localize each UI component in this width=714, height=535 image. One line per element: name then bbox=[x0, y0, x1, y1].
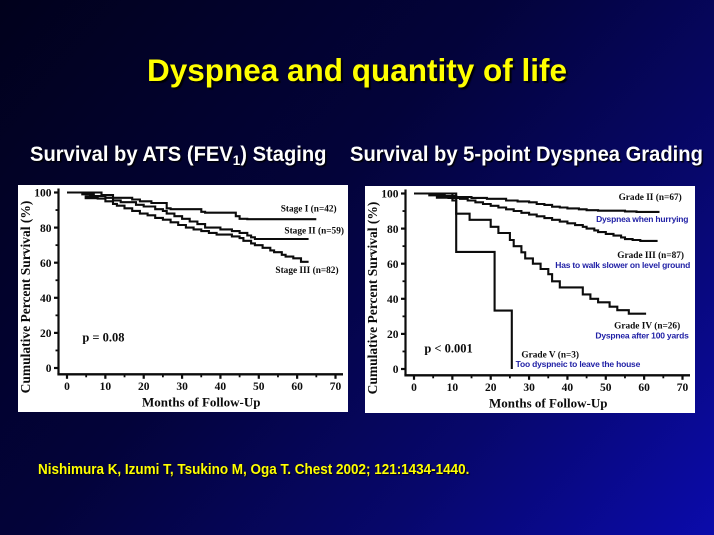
x-tick-label: 50 bbox=[253, 381, 265, 393]
x-tick-label: 20 bbox=[138, 381, 150, 393]
x-tick-label: 60 bbox=[291, 381, 303, 393]
series-label: Grade IV (n=26) bbox=[614, 320, 680, 331]
y-tick-label: 80 bbox=[387, 224, 399, 236]
y-tick-label: 60 bbox=[40, 258, 52, 270]
survival-chart-ats-staging: 0 20 40 60 80 100 0 10 20 30 40 50 60 70 Months of Fol… bbox=[18, 185, 348, 412]
x-tick-label: 70 bbox=[677, 382, 689, 394]
y-axis-title: Cumulative Percent Survival (%) bbox=[365, 202, 380, 395]
x-tick-label: 50 bbox=[600, 382, 612, 394]
series-curve bbox=[67, 191, 317, 221]
y-tick-label: 60 bbox=[387, 259, 399, 271]
right-chart-heading: Survival by 5-point Dyspnea Grading bbox=[350, 143, 703, 166]
x-tick-label: 20 bbox=[485, 382, 497, 394]
series-curve bbox=[414, 192, 647, 315]
x-tick-label: 0 bbox=[64, 381, 70, 393]
x-tick-label: 30 bbox=[176, 381, 188, 393]
series-sublabel: Too dyspneic to leave the house bbox=[516, 359, 641, 369]
series-label: Grade II (n=67) bbox=[619, 192, 682, 203]
y-tick-label: 40 bbox=[387, 294, 399, 306]
left-chart-heading-subscript: 1 bbox=[232, 152, 241, 168]
survival-chart-ats-staging-svg: 0 20 40 60 80 100 0 10 20 30 40 50 60 70 Months of Fol… bbox=[18, 188, 344, 410]
x-axis-title: Months of Follow-Up bbox=[142, 394, 260, 409]
y-tick-label: 20 bbox=[387, 329, 399, 341]
y-tick-label: 20 bbox=[40, 328, 52, 340]
x-tick-label: 10 bbox=[447, 382, 459, 394]
p-value-annotation: p < 0.001 bbox=[424, 341, 472, 355]
y-tick-label: 0 bbox=[46, 363, 52, 375]
left-chart-heading-suffix: ) Staging bbox=[240, 143, 327, 166]
y-tick-label: 100 bbox=[34, 188, 52, 200]
x-tick-label: 0 bbox=[411, 382, 417, 394]
series-sublabel: Dyspnea after 100 yards bbox=[595, 331, 689, 341]
series-curve bbox=[414, 192, 658, 242]
x-tick-label: 70 bbox=[330, 381, 342, 393]
series-curve bbox=[414, 192, 513, 369]
x-tick-label: 30 bbox=[523, 382, 535, 394]
x-tick-label: 60 bbox=[638, 382, 650, 394]
y-tick-label: 0 bbox=[393, 364, 399, 376]
y-tick-label: 80 bbox=[40, 223, 52, 235]
series-label: Grade V (n=3) bbox=[521, 349, 579, 360]
series-label: Stage I (n=42) bbox=[281, 203, 337, 214]
citation: Nishimura K, Izumi T, Tsukino M, Oga T. … bbox=[38, 462, 470, 478]
x-tick-label: 40 bbox=[215, 381, 227, 393]
y-tick-label: 40 bbox=[40, 293, 52, 305]
series-label: Stage III (n=82) bbox=[275, 265, 338, 276]
series-curve bbox=[67, 191, 309, 241]
y-tick-label: 100 bbox=[381, 189, 399, 201]
x-axis-title: Months of Follow-Up bbox=[489, 395, 607, 410]
survival-chart-dyspnea-grading: 0 20 40 60 80 100 0 10 20 30 40 50 60 70 Months of Fol… bbox=[365, 186, 695, 413]
left-chart-heading: Survival by ATS (FEV1) Staging bbox=[30, 143, 327, 168]
survival-chart-dyspnea-grading-svg: 0 20 40 60 80 100 0 10 20 30 40 50 60 70 Months of Fol… bbox=[365, 189, 690, 411]
y-axis-title: Cumulative Percent Survival (%) bbox=[18, 201, 33, 394]
series-label: Stage II (n=59) bbox=[284, 226, 344, 237]
series-sublabel: Dyspnea when hurrying bbox=[596, 214, 688, 224]
series-curve bbox=[67, 191, 309, 263]
left-chart-heading-prefix: Survival by ATS (FEV bbox=[30, 143, 233, 166]
slide-title: Dyspnea and quantity of life bbox=[146, 52, 568, 88]
x-tick-label: 10 bbox=[100, 381, 112, 393]
series-label: Grade III (n=87) bbox=[617, 250, 684, 261]
series-sublabel: Has to walk slower on level ground bbox=[555, 260, 690, 270]
p-value-annotation: p = 0.08 bbox=[82, 330, 124, 344]
x-tick-label: 40 bbox=[562, 382, 574, 394]
